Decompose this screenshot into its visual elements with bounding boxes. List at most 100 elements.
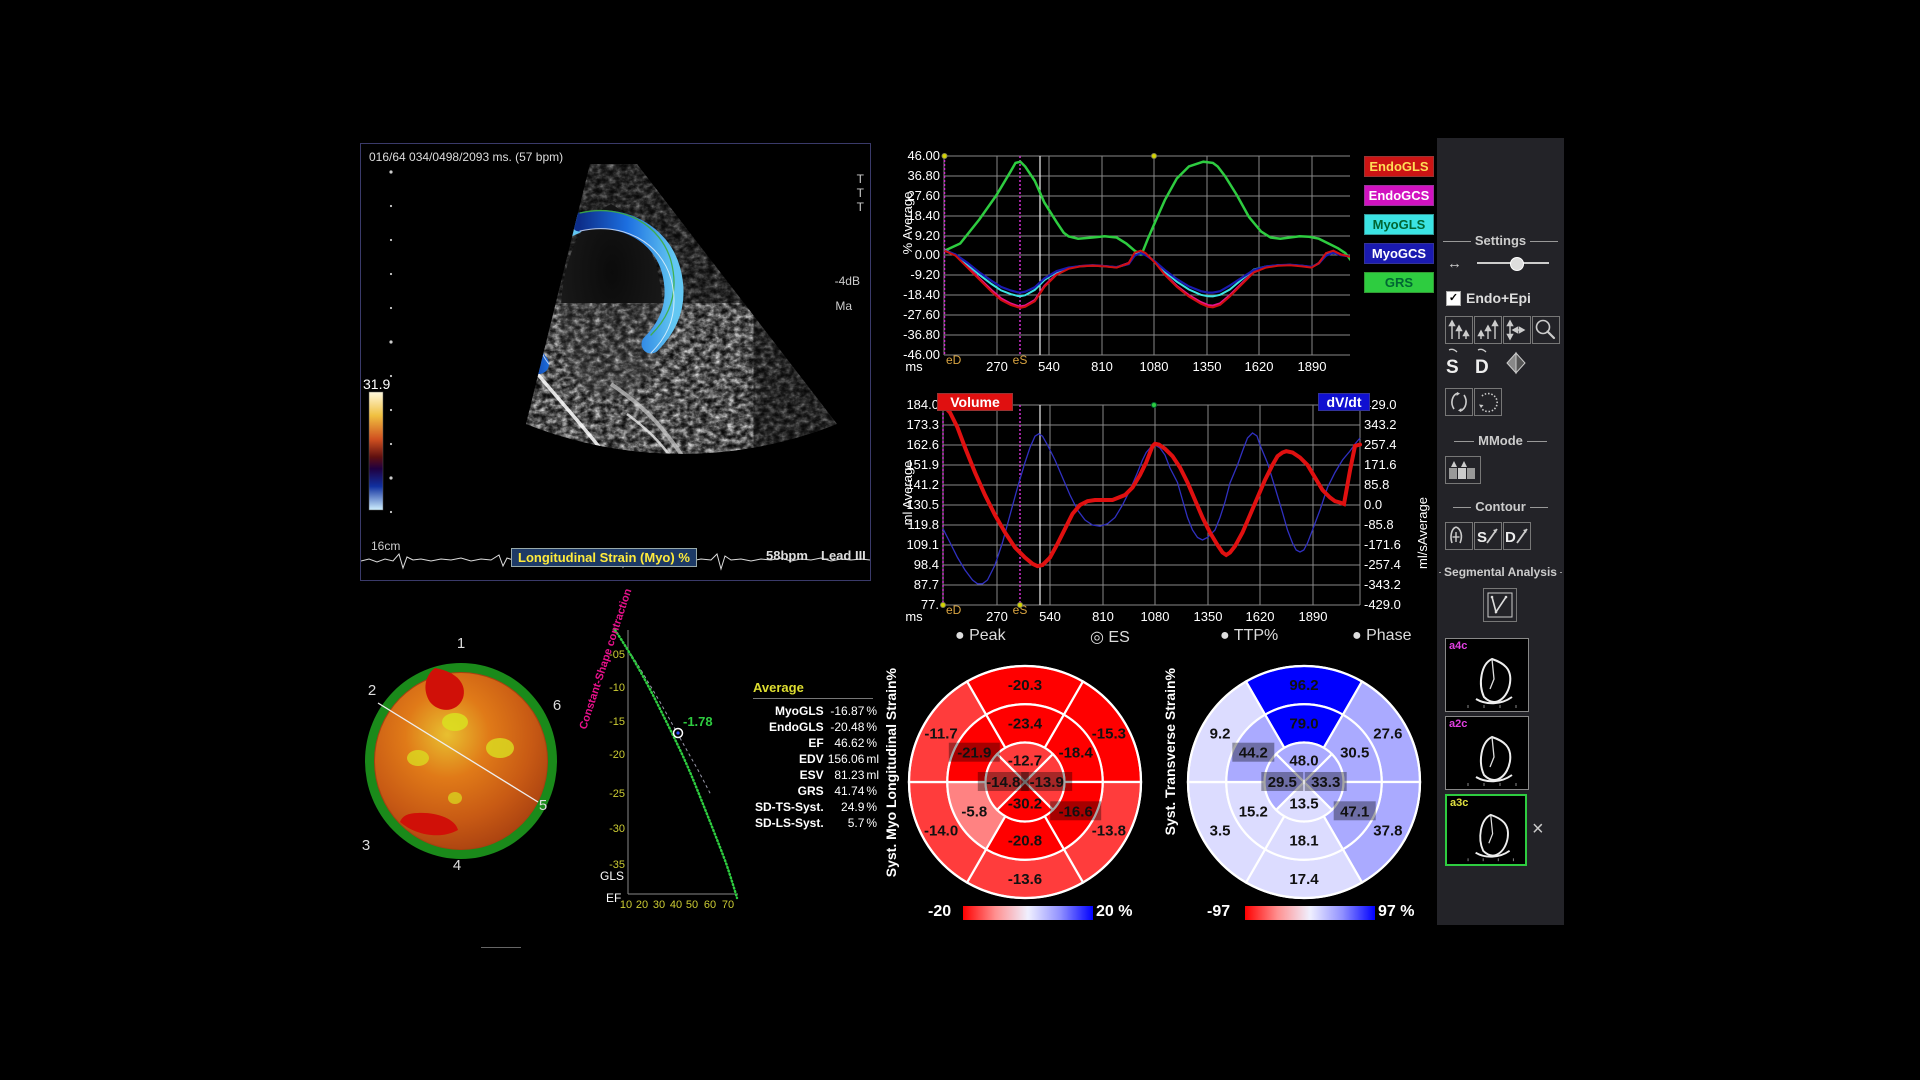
svg-text:-21.9: -21.9 bbox=[957, 745, 991, 762]
svg-text:79.0: 79.0 bbox=[1289, 715, 1318, 732]
svg-text:162.6: 162.6 bbox=[906, 437, 939, 452]
svg-text:33.3: 33.3 bbox=[1311, 774, 1340, 791]
svg-text:270: 270 bbox=[986, 359, 1008, 374]
svg-text:S: S bbox=[1477, 529, 1487, 546]
svg-text:ms: ms bbox=[905, 609, 923, 624]
svg-text:36.80: 36.80 bbox=[907, 168, 940, 183]
svg-text:eS: eS bbox=[1013, 353, 1028, 367]
svg-text:184.0: 184.0 bbox=[906, 397, 939, 412]
svg-text:98.4: 98.4 bbox=[914, 557, 939, 572]
svg-text:-16.6: -16.6 bbox=[1059, 803, 1093, 820]
svg-text:-27.60: -27.60 bbox=[903, 307, 940, 322]
svg-text:540: 540 bbox=[1039, 609, 1061, 624]
svg-text:D: D bbox=[1505, 529, 1516, 546]
svg-text:2: 2 bbox=[368, 682, 376, 699]
svg-text:9.2: 9.2 bbox=[1210, 726, 1231, 743]
svg-text:96.2: 96.2 bbox=[1289, 677, 1318, 694]
svg-text:6: 6 bbox=[553, 697, 561, 714]
svg-text:eD: eD bbox=[946, 603, 962, 617]
svg-text:17.4: 17.4 bbox=[1289, 871, 1319, 888]
svg-text:3: 3 bbox=[362, 837, 370, 854]
svg-text:-9.20: -9.20 bbox=[910, 267, 940, 282]
svg-text:-14.0: -14.0 bbox=[924, 822, 958, 839]
svg-text:47.1: 47.1 bbox=[1340, 803, 1369, 820]
svg-text:-15.3: -15.3 bbox=[1092, 726, 1126, 743]
svg-text:30.5: 30.5 bbox=[1340, 745, 1369, 762]
svg-text:-1.78: -1.78 bbox=[683, 714, 713, 729]
svg-text:-23.4: -23.4 bbox=[1008, 715, 1043, 732]
svg-text:540: 540 bbox=[1038, 359, 1060, 374]
svg-text:46.00: 46.00 bbox=[907, 148, 940, 163]
svg-text:1: 1 bbox=[457, 635, 465, 652]
svg-text:1350: 1350 bbox=[1193, 359, 1222, 374]
svg-text:-36.80: -36.80 bbox=[903, 327, 940, 342]
svg-text:-14.8: -14.8 bbox=[986, 774, 1020, 791]
svg-text:30: 30 bbox=[653, 899, 665, 911]
svg-text:77.: 77. bbox=[921, 597, 939, 612]
svg-text:-12.7: -12.7 bbox=[1008, 752, 1042, 769]
svg-text:D: D bbox=[1475, 357, 1489, 378]
svg-text:10: 10 bbox=[620, 899, 632, 911]
svg-text:-25: -25 bbox=[609, 788, 625, 800]
svg-text:171.6: 171.6 bbox=[1364, 457, 1397, 472]
svg-text:0.0: 0.0 bbox=[1364, 497, 1382, 512]
svg-text:-257.4: -257.4 bbox=[1364, 557, 1401, 572]
svg-text:3.5: 3.5 bbox=[1210, 822, 1231, 839]
svg-text:-11.7: -11.7 bbox=[924, 726, 957, 743]
svg-text:-5.8: -5.8 bbox=[961, 803, 987, 820]
svg-text:-343.2: -343.2 bbox=[1364, 577, 1401, 592]
svg-text:40: 40 bbox=[670, 899, 682, 911]
svg-text:18.1: 18.1 bbox=[1289, 833, 1318, 850]
svg-text:70: 70 bbox=[722, 899, 734, 911]
svg-text:50: 50 bbox=[686, 899, 698, 911]
svg-text:60: 60 bbox=[704, 899, 716, 911]
svg-text:-30.2: -30.2 bbox=[1008, 796, 1042, 813]
svg-text:-18.4: -18.4 bbox=[1059, 745, 1094, 762]
svg-text:-30: -30 bbox=[609, 823, 625, 835]
svg-text:270: 270 bbox=[986, 609, 1008, 624]
svg-text:20: 20 bbox=[636, 899, 648, 911]
svg-text:ml/sAverage: ml/sAverage bbox=[1415, 497, 1430, 569]
svg-text:ml Average: ml Average bbox=[900, 461, 915, 526]
svg-text:-18.40: -18.40 bbox=[903, 287, 940, 302]
svg-text:1080: 1080 bbox=[1141, 609, 1170, 624]
svg-text:810: 810 bbox=[1092, 609, 1114, 624]
svg-text:ms: ms bbox=[905, 359, 923, 374]
svg-text:27.6: 27.6 bbox=[1373, 726, 1402, 743]
svg-text:EF: EF bbox=[606, 891, 621, 905]
svg-text:1620: 1620 bbox=[1245, 359, 1274, 374]
svg-text:87.7: 87.7 bbox=[914, 577, 939, 592]
svg-text:109.1: 109.1 bbox=[906, 537, 939, 552]
svg-text:4: 4 bbox=[453, 857, 461, 874]
svg-text:1890: 1890 bbox=[1299, 609, 1328, 624]
svg-text:13.5: 13.5 bbox=[1289, 796, 1318, 813]
svg-text:-13.8: -13.8 bbox=[1092, 822, 1126, 839]
svg-text:810: 810 bbox=[1091, 359, 1113, 374]
svg-text:173.3: 173.3 bbox=[906, 417, 939, 432]
svg-text:37.8: 37.8 bbox=[1373, 822, 1402, 839]
svg-text:-13.6: -13.6 bbox=[1008, 871, 1042, 888]
svg-text:GLS: GLS bbox=[600, 869, 624, 883]
svg-text:15.2: 15.2 bbox=[1239, 803, 1268, 820]
svg-text:-13.9: -13.9 bbox=[1030, 774, 1064, 791]
svg-text:1080: 1080 bbox=[1140, 359, 1169, 374]
svg-text:-429.0: -429.0 bbox=[1364, 597, 1401, 612]
svg-text:-20.3: -20.3 bbox=[1008, 677, 1042, 694]
svg-text:eD: eD bbox=[946, 353, 962, 367]
svg-text:48.0: 48.0 bbox=[1289, 752, 1318, 769]
svg-text:S: S bbox=[1446, 357, 1459, 378]
svg-text:-20.8: -20.8 bbox=[1008, 833, 1042, 850]
svg-text:343.2: 343.2 bbox=[1364, 417, 1397, 432]
svg-text:5: 5 bbox=[539, 797, 547, 814]
svg-text:-85.8: -85.8 bbox=[1364, 517, 1394, 532]
svg-text:85.8: 85.8 bbox=[1364, 477, 1389, 492]
svg-text:9.20: 9.20 bbox=[915, 228, 940, 243]
svg-text:% Average: % Average bbox=[900, 192, 915, 255]
svg-text:-171.6: -171.6 bbox=[1364, 537, 1401, 552]
svg-text:29.5: 29.5 bbox=[1268, 774, 1297, 791]
svg-text:-15: -15 bbox=[609, 716, 625, 728]
svg-text:-20: -20 bbox=[609, 749, 625, 761]
svg-text:1620: 1620 bbox=[1246, 609, 1275, 624]
svg-text:1890: 1890 bbox=[1298, 359, 1327, 374]
svg-text:0.00: 0.00 bbox=[915, 247, 940, 262]
